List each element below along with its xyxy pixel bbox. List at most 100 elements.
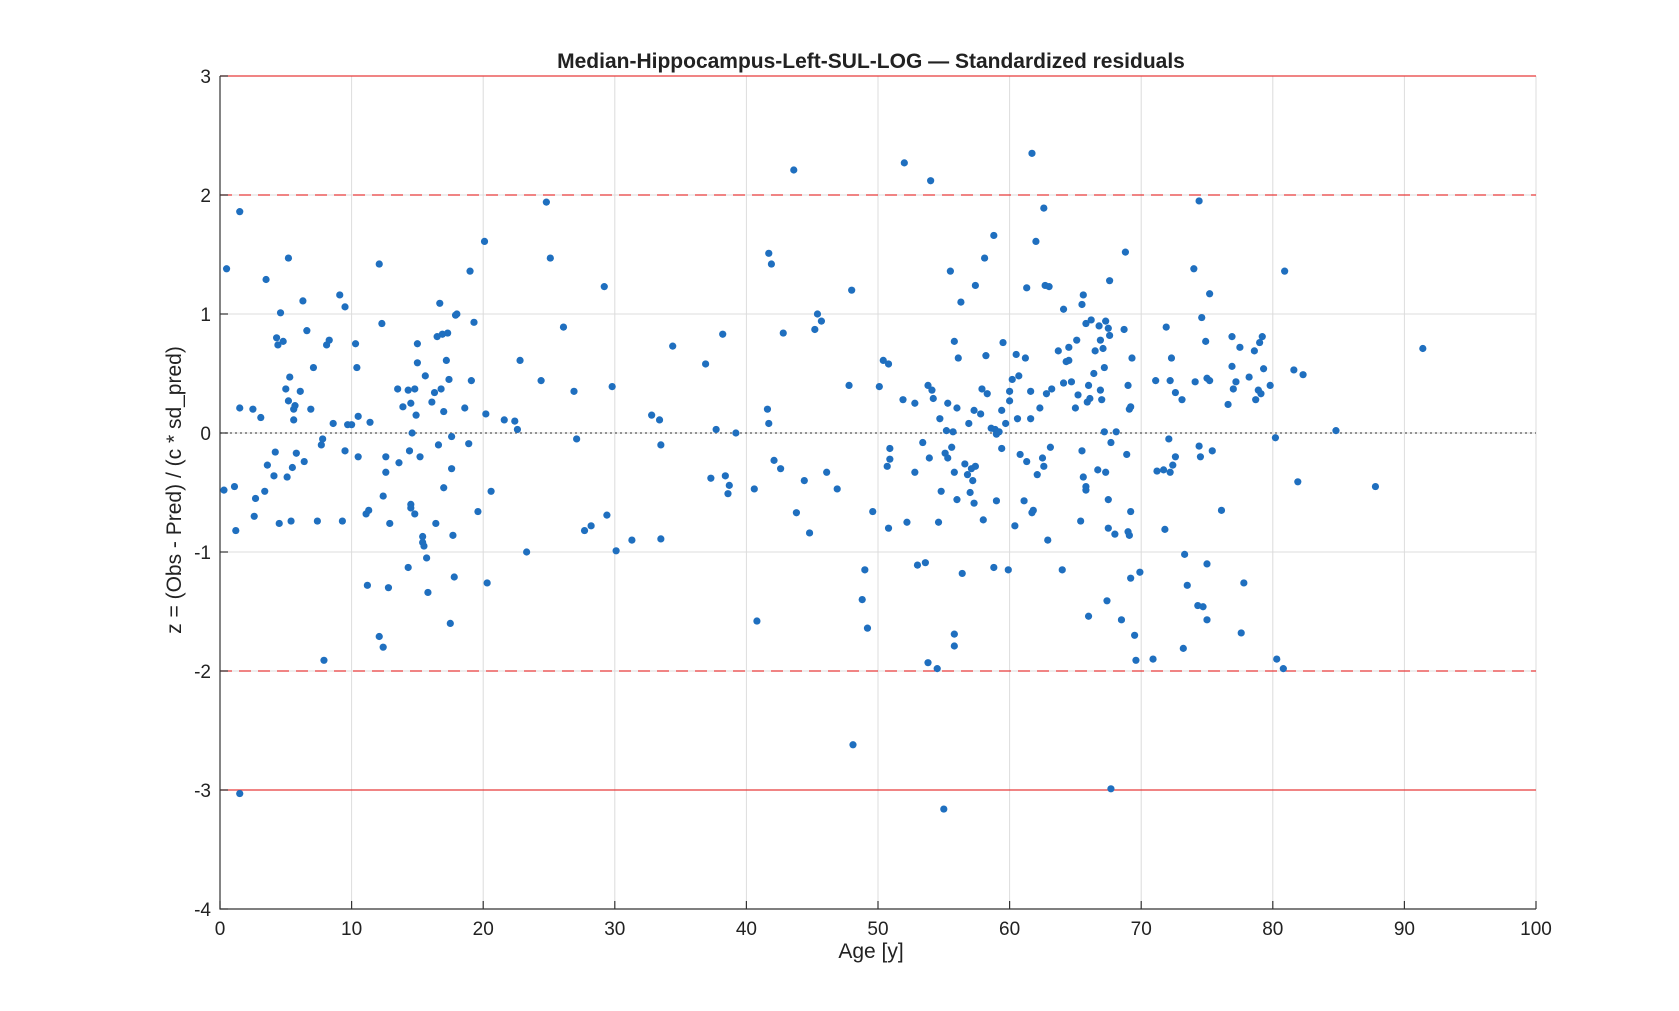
data-point: [950, 642, 958, 650]
data-point: [423, 554, 431, 562]
data-point: [446, 619, 454, 628]
data-point: [970, 406, 978, 414]
data-point: [363, 581, 371, 589]
data-point: [900, 159, 908, 167]
data-point: [1090, 369, 1098, 378]
data-point: [1016, 450, 1024, 459]
axes: 0 10 20 30 40 50 60 70 80 90 100 -4 -3 -2 -1 0 1 2 3: [194, 67, 1552, 940]
data-point: [817, 317, 826, 325]
x-tick-label: 60: [999, 919, 1020, 940]
data-point: [765, 419, 773, 428]
data-point: [450, 573, 458, 581]
data-point: [375, 260, 383, 268]
data-point: [884, 524, 893, 532]
data-point: [913, 561, 922, 569]
data-point: [884, 360, 893, 368]
data-point: [1120, 325, 1128, 334]
y-tick-label: -4: [194, 900, 211, 921]
data-point: [1206, 377, 1214, 385]
data-point: [1106, 277, 1114, 285]
data-point: [944, 399, 952, 407]
data-point: [963, 471, 972, 479]
y-tick-label: 2: [200, 186, 211, 207]
data-point: [412, 411, 420, 419]
data-point: [1127, 507, 1135, 516]
data-point: [275, 519, 283, 528]
data-point: [405, 447, 414, 455]
data-point: [1044, 536, 1052, 544]
data-point: [1059, 305, 1068, 313]
data-point: [953, 404, 961, 412]
y-tick-label: 1: [200, 305, 211, 326]
data-point: [1032, 237, 1040, 246]
data-point: [1371, 482, 1380, 491]
data-point: [313, 517, 321, 525]
data-point: [230, 482, 239, 491]
data-point: [1128, 354, 1136, 362]
data-point: [1004, 566, 1012, 574]
data-point: [424, 588, 432, 597]
data-point: [944, 454, 952, 462]
data-point: [1191, 378, 1199, 386]
data-point: [1181, 550, 1189, 558]
data-point: [1123, 450, 1131, 459]
data-point: [1183, 581, 1191, 589]
data-point: [833, 485, 841, 493]
data-point: [399, 403, 407, 411]
data-point: [382, 453, 390, 461]
x-tick-label: 50: [867, 919, 888, 940]
data-point: [1149, 655, 1157, 663]
data-point: [1208, 447, 1216, 455]
data-point: [1038, 454, 1047, 462]
data-point: [1021, 354, 1029, 362]
data-point: [933, 665, 941, 673]
data-point: [1166, 468, 1174, 476]
data-point: [329, 419, 337, 428]
data-point: [966, 488, 974, 497]
data-point: [1040, 462, 1048, 470]
data-point: [292, 449, 300, 457]
data-point: [1224, 400, 1232, 409]
data-point: [1006, 387, 1014, 395]
data-point: [848, 286, 856, 294]
data-point: [725, 481, 733, 489]
data-point: [1127, 574, 1135, 582]
data-point: [1117, 616, 1126, 624]
data-point: [257, 413, 265, 422]
data-point: [448, 465, 456, 473]
data-point: [1271, 434, 1280, 442]
data-point: [1169, 461, 1177, 469]
data-point: [279, 337, 287, 345]
data-point: [886, 455, 894, 463]
data-point: [299, 297, 307, 305]
data-point: [270, 472, 278, 480]
data-point: [1256, 338, 1264, 347]
data-point: [1228, 362, 1236, 370]
data-point: [1232, 378, 1240, 386]
data-point: [1078, 447, 1086, 455]
data-point: [236, 789, 244, 798]
data-point: [500, 416, 508, 424]
data-point: [1178, 396, 1186, 404]
data-point: [570, 387, 578, 395]
x-tick-label: 30: [604, 919, 625, 940]
y-axis-label: z = (Obs - Pred) / (c * sd_pred): [163, 346, 186, 634]
data-point: [861, 566, 869, 574]
data-point: [940, 805, 948, 813]
data-point: [1195, 197, 1203, 205]
data-point: [411, 385, 419, 393]
data-point: [990, 231, 998, 240]
data-point: [1171, 388, 1180, 397]
data-point: [480, 237, 489, 246]
data-point: [911, 468, 919, 476]
data-point: [445, 375, 453, 384]
data-point: [516, 356, 524, 365]
data-point: [542, 198, 550, 206]
data-point: [1023, 284, 1031, 292]
data-point: [1054, 347, 1062, 355]
data-point: [404, 563, 412, 572]
data-point: [1012, 350, 1020, 359]
data-point: [286, 373, 294, 381]
data-point: [1028, 149, 1036, 157]
